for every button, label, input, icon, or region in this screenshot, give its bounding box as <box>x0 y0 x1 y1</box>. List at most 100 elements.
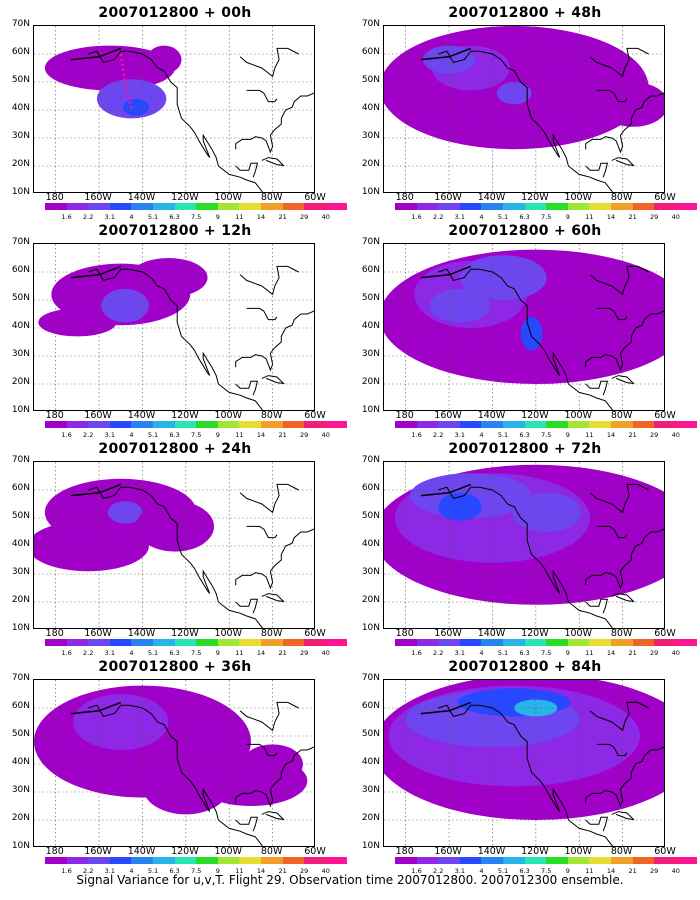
colorbar-swatch <box>610 857 633 864</box>
coastline <box>611 157 635 167</box>
panel-title: 2007012800 + 24h <box>98 441 252 457</box>
coastline <box>235 162 259 178</box>
coastline <box>239 701 299 732</box>
colorbar-label: 7.5 <box>191 213 202 221</box>
colorbar-swatch <box>304 857 326 864</box>
lat-tick-label: 70N <box>11 19 30 29</box>
coastline <box>589 701 649 732</box>
colorbar-label: 7.5 <box>541 431 552 439</box>
coastline <box>246 307 278 321</box>
colorbar-swatch <box>416 857 439 864</box>
coastline <box>239 265 299 296</box>
lat-tick-label: 30N <box>11 131 30 141</box>
coastline <box>239 483 299 514</box>
lat-tick-label: 60N <box>11 47 30 57</box>
colorbar-swatch <box>589 203 611 210</box>
colorbar-swatch <box>260 857 283 864</box>
colorbar-swatch <box>217 203 240 210</box>
colorbar-swatch <box>459 203 482 210</box>
panel-title: 2007012800 + 12h <box>98 223 252 239</box>
colorbar-swatch <box>524 639 547 646</box>
colorbar-label: 14 <box>256 867 266 875</box>
colorbar-swatch <box>438 421 460 428</box>
coastline <box>235 310 314 372</box>
colorbar-swatch <box>546 421 568 428</box>
variance-contour <box>107 501 143 524</box>
variance-contour <box>129 258 208 298</box>
lon-tick-label: 140W <box>477 410 506 421</box>
coastline <box>261 157 285 167</box>
coastline <box>589 483 649 514</box>
panel-title: 2007012800 + 00h <box>98 5 252 21</box>
colorbar-swatch <box>395 639 417 646</box>
lat-tick-label: 60N <box>11 265 30 275</box>
colorbar-swatch <box>524 857 547 864</box>
colorbar-label: 21 <box>278 213 287 221</box>
colorbar-label: 9 <box>215 649 220 657</box>
colorbar-swatch <box>109 203 132 210</box>
lon-tick-label: 100W <box>214 192 242 203</box>
colorbar-label: 2.2 <box>433 213 444 221</box>
map-panel: 2007012800 + 84h 70N 60N 50N 40N 30N 20N 10N 180… <box>350 659 700 877</box>
colorbar-label: 6.3 <box>519 649 530 657</box>
colorbar-label: 7.5 <box>191 431 202 439</box>
lat-tick-label: 30N <box>11 785 30 795</box>
lon-tick-label: 140W <box>127 192 156 203</box>
colorbar-swatch <box>66 421 89 428</box>
colorbar-swatch <box>502 639 525 646</box>
lon-tick-label: 160W <box>84 846 112 857</box>
lat-tick-label: 60N <box>361 701 380 711</box>
lon-tick-label: 180 <box>45 410 64 421</box>
lon-tick-label: 100W <box>564 628 592 639</box>
colorbar-label: 29 <box>300 213 309 221</box>
coastline <box>261 375 285 385</box>
colorbar-swatch <box>45 421 67 428</box>
colorbar-label: 29 <box>300 431 309 439</box>
coastline <box>585 816 609 832</box>
coastline <box>438 268 614 410</box>
variance-contour <box>459 255 547 300</box>
colorbar <box>45 421 348 428</box>
colorbar-swatch <box>502 203 525 210</box>
colorbar-label: 14 <box>256 213 266 221</box>
lon-tick-label: 180 <box>395 846 414 857</box>
lat-tick-label: 30N <box>11 349 30 359</box>
map-plot <box>33 25 315 193</box>
colorbar-label: 6.3 <box>169 431 180 439</box>
variance-contour <box>496 82 532 105</box>
variance-contour <box>96 79 167 119</box>
colorbar-swatch <box>196 639 218 646</box>
flight-track <box>420 47 472 61</box>
lat-tick-label: 20N <box>361 595 380 605</box>
colorbar-swatch <box>524 203 547 210</box>
flight-track <box>420 265 472 279</box>
colorbar-swatch <box>304 203 326 210</box>
lat-tick-label: 10N <box>11 623 30 633</box>
map-panel: 2007012800 + 72h 70N 60N 50N 40N 30N 20N 10N 180… <box>350 441 700 659</box>
colorbar-label: 40 <box>321 649 330 657</box>
colorbar-label: 9 <box>215 431 220 439</box>
colorbar-label: 3.1 <box>104 431 115 439</box>
colorbar-label: 5.1 <box>147 213 159 221</box>
lat-tick-label: 40N <box>361 539 380 549</box>
colorbar-label: 4 <box>129 431 134 439</box>
colorbar-swatch <box>610 421 633 428</box>
coastline <box>611 811 635 821</box>
lon-tick-label: 180 <box>395 410 414 421</box>
colorbar-label: 40 <box>671 649 680 657</box>
colorbar-swatch <box>152 203 175 210</box>
colorbar-swatch <box>438 639 460 646</box>
colorbar-swatch <box>45 857 67 864</box>
lat-tick-label: 40N <box>11 321 30 331</box>
colorbar-swatch <box>546 639 568 646</box>
colorbar-swatch <box>282 203 305 210</box>
lon-tick-label: 100W <box>214 846 242 857</box>
lon-tick-label: 120W <box>521 410 549 421</box>
lon-tick-label: 80W <box>610 192 633 203</box>
colorbar-label: 6.3 <box>519 867 530 875</box>
colorbar-label: 11 <box>235 867 244 875</box>
lon-tick-label: 60W <box>304 628 326 639</box>
colorbar-swatch <box>632 857 655 864</box>
coastline <box>585 162 609 178</box>
colorbar-swatch <box>66 857 89 864</box>
